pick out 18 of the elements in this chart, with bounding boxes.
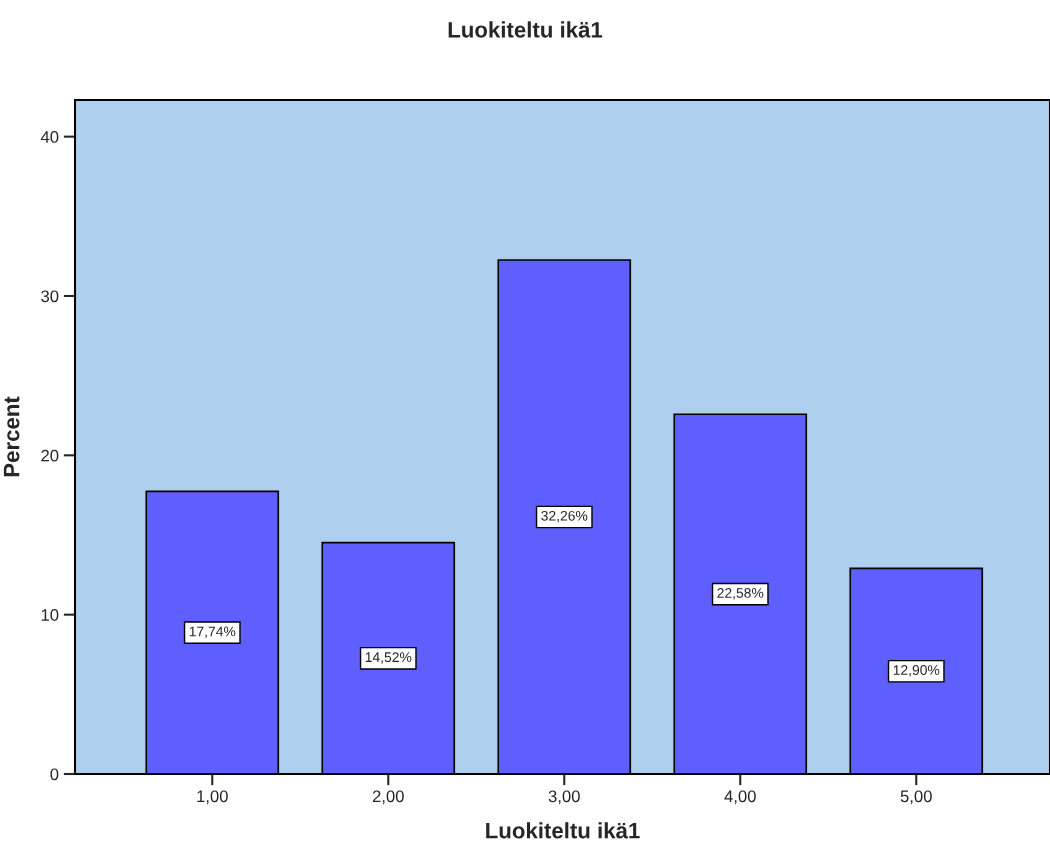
data-label: 14,52%: [365, 652, 412, 664]
data-label: 22,58%: [717, 588, 764, 600]
x-tick-label: 5,00: [900, 790, 932, 805]
y-tick-label: 10: [41, 609, 59, 621]
x-axis-title: Luokiteltu ikä1: [486, 822, 640, 839]
x-tick-label: 2,00: [372, 790, 404, 805]
y-tick-label: 20: [41, 449, 59, 462]
x-tick-label: 3,00: [548, 790, 580, 805]
chart-title: Luokiteltu ikä1: [448, 21, 603, 38]
y-axis-title: Percent: [3, 396, 20, 477]
data-label: 12,90%: [893, 665, 940, 677]
y-tick-label: 40: [40, 131, 59, 143]
y-tick-label: 30: [41, 290, 59, 303]
data-label: 32,26%: [541, 510, 588, 523]
x-tick-label: 4,00: [724, 790, 756, 805]
y-tick-label: 0: [50, 768, 59, 781]
x-tick-label: 1,00: [197, 790, 228, 805]
data-label: 17,74%: [189, 626, 236, 639]
